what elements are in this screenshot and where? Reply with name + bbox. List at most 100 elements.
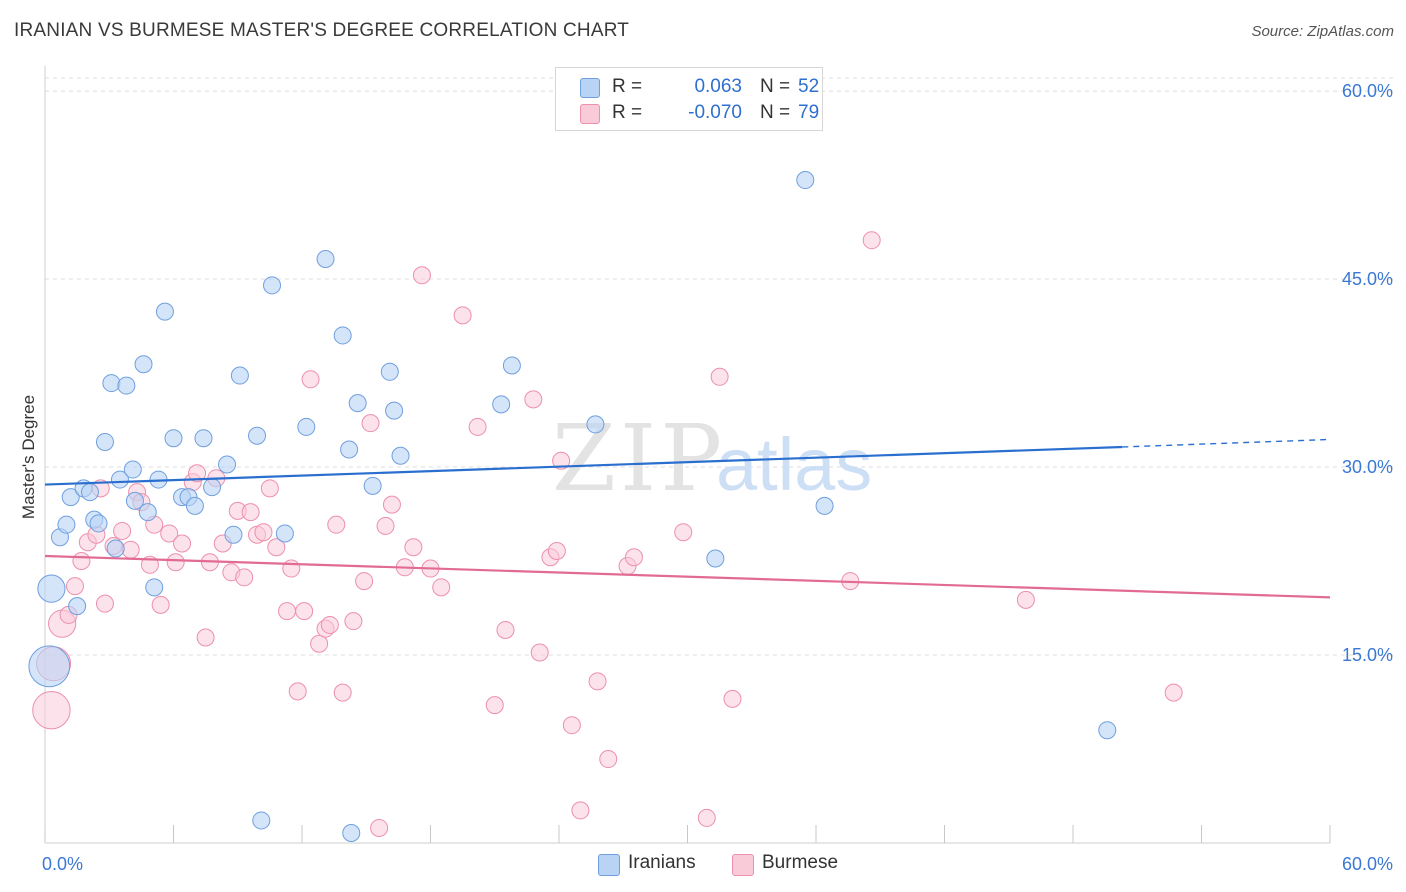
iranians-point (218, 455, 237, 474)
iranians-point (61, 488, 80, 507)
burmese-point (562, 716, 581, 735)
burmese-point (404, 538, 423, 557)
iranians-point (275, 524, 294, 543)
iranians-point (117, 376, 136, 395)
burmese-point (282, 559, 301, 578)
burmese-point (32, 690, 71, 730)
burmese-point (599, 750, 618, 769)
x-tick-label: 0.0% (42, 854, 83, 874)
burmese-point (241, 503, 260, 522)
iranians-points (28, 171, 1117, 842)
r-value: -0.070 (688, 102, 742, 123)
iranians-point (502, 356, 521, 375)
burmese-point (160, 524, 179, 543)
iranians-point (203, 478, 222, 497)
burmese-legend-swatch (732, 854, 754, 876)
iranians-point (145, 578, 164, 597)
burmese-point (288, 682, 307, 701)
stats-legend: R = 0.063 N = 52 R = -0.070 N = 79 (555, 67, 823, 131)
burmese-point (496, 620, 515, 639)
iranians-point (492, 395, 511, 414)
burmese-trend-line (44, 554, 1331, 599)
burmese-point (697, 808, 716, 827)
burmese-point (524, 390, 543, 409)
burmese-point (588, 672, 607, 691)
iranians-point (80, 483, 99, 502)
burmese-point (320, 615, 339, 634)
burmese-point (376, 516, 395, 535)
gridlines (45, 77, 1393, 656)
iranians-point (333, 326, 352, 345)
burmese-point (72, 552, 91, 571)
burmese-point (370, 818, 389, 837)
iranians-point (102, 374, 121, 393)
iranians-point (125, 491, 144, 510)
y-axis-label: Master's Degree (19, 395, 38, 519)
iranians-point (342, 823, 361, 842)
watermark: ZIP atlas (552, 405, 872, 512)
burmese-point (571, 801, 590, 820)
burmese-point (624, 548, 643, 567)
iranians-point (57, 515, 76, 534)
iranians-point (123, 460, 142, 479)
iranians-point (95, 432, 114, 451)
iranians-point (155, 302, 174, 321)
n-value: 52 (798, 76, 820, 97)
iranians-legend-swatch (598, 854, 620, 876)
source-label: Source: ZipAtlas.com (1251, 23, 1394, 40)
iranians-point (252, 811, 271, 830)
y-tick-label: 30.0% (1342, 457, 1393, 477)
burmese-point (95, 594, 114, 613)
burmese-point (327, 515, 346, 534)
iranians-point (248, 426, 267, 445)
burmese-point (1016, 590, 1035, 609)
burmese-point (196, 628, 215, 647)
iranians-point (138, 503, 157, 522)
burmese-swatch (580, 104, 600, 124)
burmese-point (674, 523, 693, 542)
burmese-point (862, 231, 881, 250)
n-label: N = (760, 102, 791, 123)
iranians-point (37, 574, 66, 603)
iranians-point (391, 446, 410, 465)
iranians-point (224, 525, 243, 544)
burmese-point (547, 541, 566, 560)
burmese-point (344, 612, 363, 631)
burmese-point (310, 634, 329, 653)
iranians-point (815, 496, 834, 515)
trend-lines (44, 438, 1331, 599)
iranians-point (380, 362, 399, 381)
iranians-point (89, 514, 108, 533)
burmese-point (1164, 683, 1183, 702)
burmese-point (412, 266, 431, 285)
iranians-point (348, 394, 367, 413)
iranians-point (230, 366, 249, 385)
burmese-point (333, 683, 352, 702)
burmese-point (723, 689, 742, 708)
burmese-point (267, 538, 286, 557)
burmese-point (552, 451, 571, 470)
iranians-point (297, 417, 316, 436)
iranians-point (164, 429, 183, 448)
burmese-point (151, 595, 170, 614)
burmese-point (166, 553, 185, 572)
iranians-point (106, 539, 125, 558)
burmese-point (710, 367, 729, 386)
watermark-zip: ZIP (552, 405, 726, 512)
iranians-point (28, 645, 71, 688)
n-value: 79 (798, 102, 820, 123)
iranians-point (134, 355, 153, 374)
y-tick-label: 15.0% (1342, 645, 1393, 665)
iranians-point (340, 440, 359, 459)
r-label: R = (612, 102, 643, 123)
burmese-points (32, 231, 1183, 837)
burmese-point (235, 568, 254, 587)
burmese-point (188, 464, 207, 483)
burmese-point (278, 602, 297, 621)
y-tick-label: 45.0% (1342, 269, 1393, 289)
iranians-point (1098, 721, 1117, 740)
chart-title: IRANIAN VS BURMESE MASTER'S DEGREE CORRE… (14, 20, 630, 41)
tick-labels: 15.0% 30.0% 45.0% 60.0% 0.0% 60.0% (42, 81, 1393, 874)
burmese-point (382, 495, 401, 514)
